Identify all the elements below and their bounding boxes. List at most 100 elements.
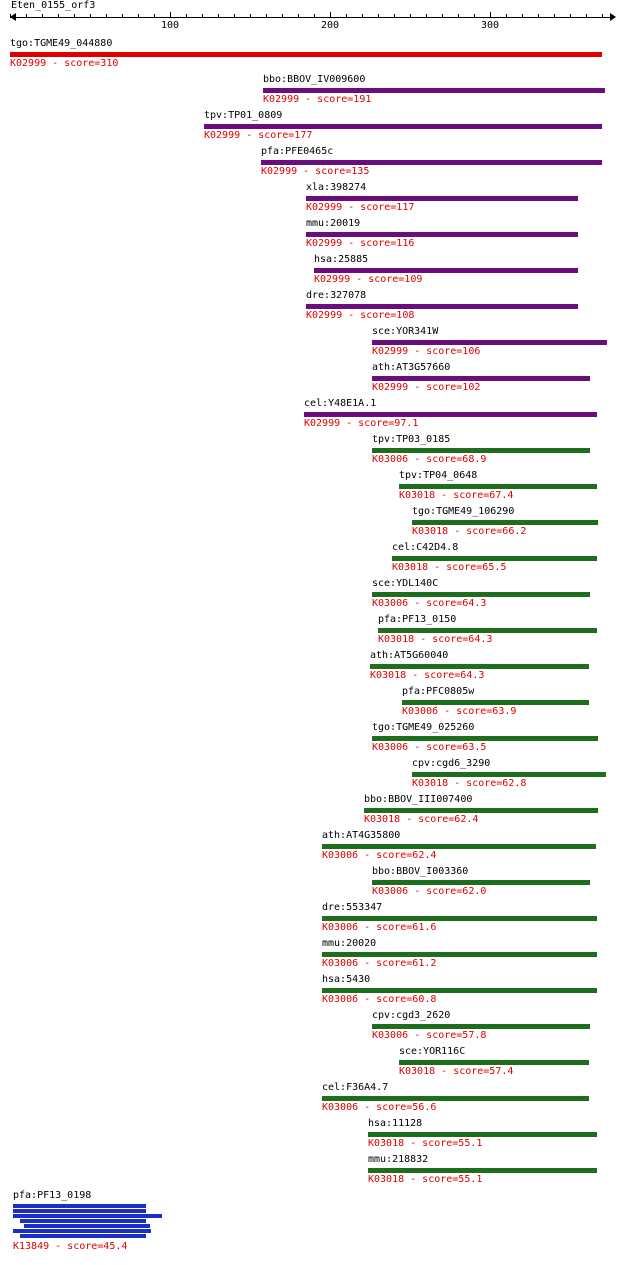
hit-name-link[interactable]: sce:YOR341W: [372, 326, 439, 337]
hit-score-link[interactable]: K02999 - score=135: [261, 166, 370, 177]
hit-name-link[interactable]: bbo:BBOV_IV009600: [263, 74, 366, 85]
hit-bar[interactable]: [322, 844, 596, 849]
hit-name-link[interactable]: dre:553347: [322, 902, 383, 913]
hit-score-link[interactable]: K02999 - score=109: [314, 274, 423, 285]
hit-name-link[interactable]: hsa:11128: [368, 1118, 423, 1129]
hit-bar-segment[interactable]: [13, 1214, 162, 1218]
hit-bar[interactable]: [304, 412, 597, 417]
hit-score-link[interactable]: K03006 - score=62.4: [322, 850, 437, 861]
hit-bar[interactable]: [314, 268, 578, 273]
hit-bar[interactable]: [372, 448, 590, 453]
hit-score-link[interactable]: K03006 - score=63.9: [402, 706, 517, 717]
hit-score-link[interactable]: K03018 - score=62.8: [412, 778, 527, 789]
hit-name-link[interactable]: ath:AT4G35800: [322, 830, 401, 841]
hit-bar[interactable]: [399, 1060, 589, 1065]
hit-name-link[interactable]: sce:YOR116C: [399, 1046, 466, 1057]
hit-score-link[interactable]: K03006 - score=64.3: [372, 598, 487, 609]
hit-name-link[interactable]: pfa:PF13_0198: [13, 1190, 92, 1201]
hit-name-link[interactable]: cel:F36A4.7: [322, 1082, 389, 1093]
hit-bar[interactable]: [364, 808, 598, 813]
hit-name-link[interactable]: pfa:PFC0805w: [402, 686, 475, 697]
hit-bar-segment[interactable]: [20, 1234, 146, 1238]
hit-score-link[interactable]: K03006 - score=62.0: [372, 886, 487, 897]
hit-name-link[interactable]: sce:YDL140C: [372, 578, 439, 589]
hit-bar[interactable]: [306, 196, 578, 201]
hit-bar[interactable]: [372, 340, 607, 345]
hit-score-link[interactable]: K03018 - score=57.4: [399, 1066, 514, 1077]
hit-name-link[interactable]: pfa:PFE0465c: [261, 146, 334, 157]
hit-bar-segment[interactable]: [24, 1224, 150, 1228]
hit-name-link[interactable]: tgo:TGME49_044880: [10, 38, 113, 49]
hit-bar[interactable]: [402, 700, 589, 705]
hit-bar[interactable]: [10, 52, 602, 57]
hit-name-link[interactable]: tpv:TP04_0648: [399, 470, 478, 481]
hit-name-link[interactable]: cpv:cgd3_2620: [372, 1010, 451, 1021]
hit-score-link[interactable]: K13849 - score=45.4: [13, 1241, 128, 1252]
hit-name-link[interactable]: pfa:PF13_0150: [378, 614, 457, 625]
hit-score-link[interactable]: K03018 - score=67.4: [399, 490, 514, 501]
hit-bar[interactable]: [370, 664, 589, 669]
hit-score-link[interactable]: K02999 - score=97.1: [304, 418, 419, 429]
hit-score-link[interactable]: K02999 - score=108: [306, 310, 415, 321]
hit-name-link[interactable]: mmu:218832: [368, 1154, 429, 1165]
hit-score-link[interactable]: K02999 - score=117: [306, 202, 415, 213]
hit-bar[interactable]: [392, 556, 597, 561]
hit-bar[interactable]: [372, 376, 590, 381]
hit-bar[interactable]: [372, 880, 590, 885]
hit-bar[interactable]: [368, 1132, 597, 1137]
hit-score-link[interactable]: K02999 - score=106: [372, 346, 481, 357]
hit-bar[interactable]: [372, 592, 590, 597]
hit-bar[interactable]: [378, 628, 597, 633]
hit-name-link[interactable]: mmu:20020: [322, 938, 377, 949]
hit-score-link[interactable]: K03018 - score=55.1: [368, 1138, 483, 1149]
hit-bar[interactable]: [322, 952, 597, 957]
hit-score-link[interactable]: K03006 - score=56.6: [322, 1102, 437, 1113]
hit-score-link[interactable]: K02999 - score=116: [306, 238, 415, 249]
hit-name-link[interactable]: ath:AT3G57660: [372, 362, 451, 373]
hit-bar[interactable]: [204, 124, 602, 129]
hit-score-link[interactable]: K03018 - score=65.5: [392, 562, 507, 573]
hit-name-link[interactable]: bbo:BBOV_I003360: [372, 866, 469, 877]
hit-name-link[interactable]: hsa:5430: [322, 974, 371, 985]
hit-name-link[interactable]: tgo:TGME49_025260: [372, 722, 475, 733]
hit-bar[interactable]: [372, 736, 598, 741]
hit-score-link[interactable]: K03018 - score=66.2: [412, 526, 527, 537]
hit-bar-segment[interactable]: [13, 1204, 146, 1208]
hit-name-link[interactable]: tgo:TGME49_106290: [412, 506, 515, 517]
hit-score-link[interactable]: K03018 - score=55.1: [368, 1174, 483, 1185]
hit-name-link[interactable]: mmu:20019: [306, 218, 361, 229]
hit-name-link[interactable]: hsa:25885: [314, 254, 369, 265]
hit-name-link[interactable]: cel:C42D4.8: [392, 542, 459, 553]
hit-bar[interactable]: [412, 772, 606, 777]
hit-bar[interactable]: [263, 88, 605, 93]
hit-bar-segment[interactable]: [20, 1219, 146, 1223]
hit-name-link[interactable]: cel:Y48E1A.1: [304, 398, 377, 409]
hit-bar[interactable]: [368, 1168, 597, 1173]
hit-score-link[interactable]: K03018 - score=62.4: [364, 814, 479, 825]
hit-score-link[interactable]: K03018 - score=64.3: [370, 670, 485, 681]
hit-score-link[interactable]: K03018 - score=64.3: [378, 634, 493, 645]
hit-bar[interactable]: [412, 520, 598, 525]
hit-name-link[interactable]: xla:398274: [306, 182, 367, 193]
hit-bar[interactable]: [306, 304, 578, 309]
hit-bar[interactable]: [306, 232, 578, 237]
hit-bar-segment[interactable]: [13, 1209, 146, 1213]
hit-bar[interactable]: [322, 1096, 589, 1101]
hit-name-link[interactable]: dre:327078: [306, 290, 367, 301]
hit-bar[interactable]: [322, 916, 597, 921]
hit-name-link[interactable]: ath:AT5G60040: [370, 650, 449, 661]
hit-score-link[interactable]: K03006 - score=68.9: [372, 454, 487, 465]
hit-name-link[interactable]: bbo:BBOV_III007400: [364, 794, 473, 805]
hit-score-link[interactable]: K03006 - score=63.5: [372, 742, 487, 753]
hit-score-link[interactable]: K03006 - score=60.8: [322, 994, 437, 1005]
hit-bar-segment[interactable]: [13, 1229, 151, 1233]
hit-bar[interactable]: [261, 160, 602, 165]
hit-score-link[interactable]: K03006 - score=61.2: [322, 958, 437, 969]
hit-score-link[interactable]: K02999 - score=191: [263, 94, 372, 105]
hit-score-link[interactable]: K03006 - score=61.6: [322, 922, 437, 933]
hit-score-link[interactable]: K02999 - score=177: [204, 130, 313, 141]
hit-name-link[interactable]: cpv:cgd6_3290: [412, 758, 491, 769]
hit-bar[interactable]: [372, 1024, 590, 1029]
hit-score-link[interactable]: K03006 - score=57.8: [372, 1030, 487, 1041]
hit-name-link[interactable]: tpv:TP01_0809: [204, 110, 283, 121]
